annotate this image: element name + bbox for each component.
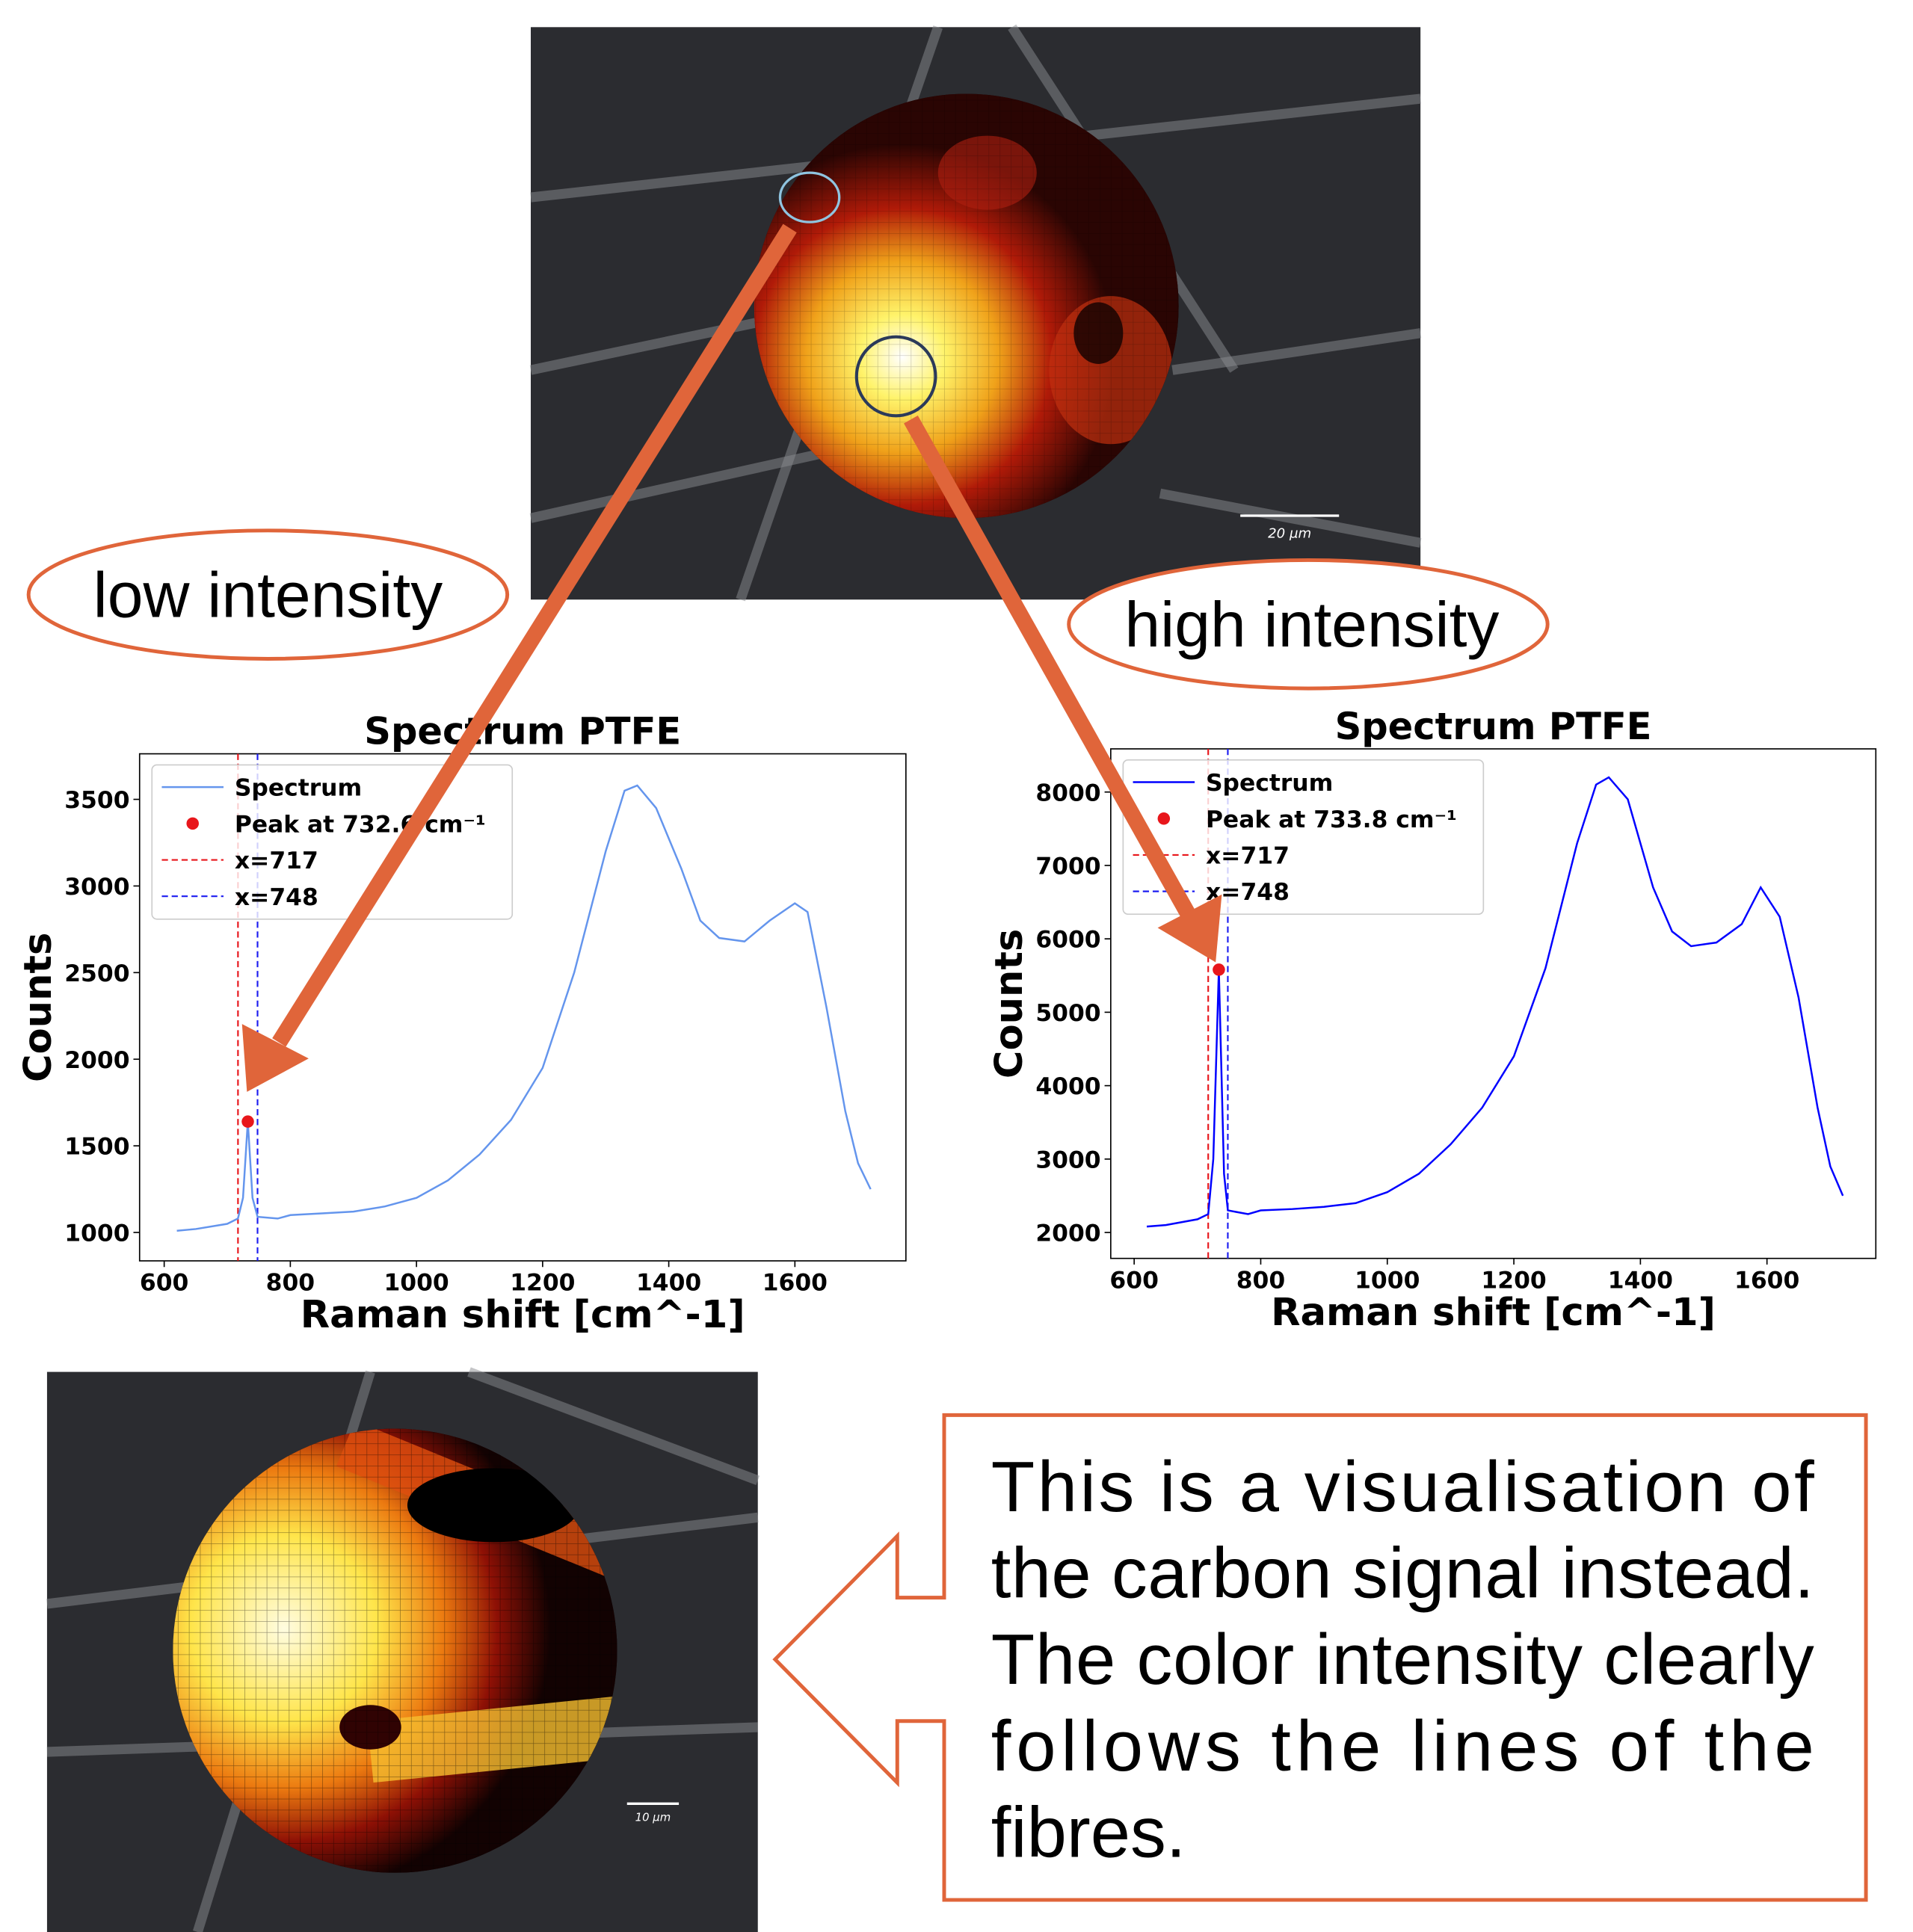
y-tick-label: 3000 bbox=[64, 874, 129, 901]
legend-swatch bbox=[186, 817, 199, 830]
spectrum-line bbox=[1146, 776, 1844, 1228]
y-tick-label: 1500 bbox=[64, 1134, 129, 1161]
callout-shape bbox=[1067, 558, 1550, 691]
legend-label: x=717 bbox=[235, 848, 318, 874]
peak-marker bbox=[1213, 963, 1225, 976]
x-tick-label: 1000 bbox=[1355, 1267, 1420, 1294]
text-line: the carbon signal instead. bbox=[991, 1534, 1814, 1614]
x-tick-label: 1200 bbox=[510, 1270, 575, 1297]
y-tick-label: 1000 bbox=[64, 1220, 129, 1247]
x-tick-label: 800 bbox=[266, 1270, 315, 1297]
x-tick-label: 1000 bbox=[383, 1270, 449, 1297]
x-axis-label: Raman shift [cm^-1] bbox=[301, 1293, 745, 1337]
top-micrograph: 20 µm bbox=[529, 24, 1422, 602]
x-tick-label: 1600 bbox=[1734, 1267, 1799, 1294]
peak-marker bbox=[241, 1115, 254, 1128]
x-tick-label: 1600 bbox=[763, 1270, 828, 1297]
x-axis-label: Raman shift [cm^-1] bbox=[1271, 1291, 1716, 1335]
callout-shape bbox=[26, 528, 510, 661]
x-tick-label: 600 bbox=[1109, 1267, 1158, 1294]
legend bbox=[1122, 759, 1485, 915]
y-axis-label: Counts bbox=[16, 933, 61, 1082]
y-tick-label: 8000 bbox=[1035, 780, 1100, 806]
y-tick-label: 2500 bbox=[64, 960, 129, 987]
y-tick-label: 7000 bbox=[1035, 854, 1100, 880]
x-tick-label: 800 bbox=[1236, 1267, 1285, 1294]
legend-label: Spectrum bbox=[235, 775, 362, 802]
y-axis-label: Counts bbox=[988, 929, 1032, 1078]
legend-label: Spectrum bbox=[1206, 770, 1333, 797]
y-tick-label: 5000 bbox=[1035, 1000, 1100, 1027]
spectrum-line bbox=[176, 784, 872, 1232]
y-tick-label: 3000 bbox=[1035, 1146, 1100, 1173]
legend-label: x=717 bbox=[1206, 842, 1290, 869]
chart-title: Spectrum PTFE bbox=[364, 709, 681, 753]
text-line: follows the lines of the bbox=[991, 1706, 1814, 1786]
callout: low intensity bbox=[93, 559, 443, 631]
legend-label: x=748 bbox=[235, 884, 318, 911]
scale-label: 10 µm bbox=[635, 1810, 671, 1824]
text-line: This is a visualisation of bbox=[991, 1447, 1814, 1527]
legend-swatch bbox=[1157, 812, 1171, 825]
chart-title: Spectrum PTFE bbox=[1335, 705, 1652, 748]
y-tick-label: 3500 bbox=[64, 787, 129, 814]
arrows bbox=[241, 223, 1222, 1092]
legend-label: Peak at 733.8 cm⁻¹ bbox=[1206, 806, 1457, 833]
bottom-micrograph: 10 µm bbox=[46, 1367, 760, 1932]
x-tick-label: 1400 bbox=[636, 1270, 701, 1297]
legend-label: Peak at 732.6 cm⁻¹ bbox=[235, 811, 486, 838]
arrow-callout bbox=[772, 1413, 1868, 1902]
y-tick-label: 2000 bbox=[1035, 1220, 1100, 1247]
scale-label: 20 µm bbox=[1268, 526, 1311, 542]
x-tick-label: 600 bbox=[140, 1270, 188, 1297]
y-tick-label: 2000 bbox=[64, 1047, 129, 1074]
x-tick-label: 1400 bbox=[1608, 1267, 1673, 1294]
x-tick-label: 1200 bbox=[1481, 1267, 1546, 1294]
text-line: fibres. bbox=[991, 1792, 1186, 1872]
y-tick-label: 6000 bbox=[1035, 927, 1100, 954]
text-line: The color intensity clearly bbox=[991, 1620, 1814, 1700]
y-tick-label: 4000 bbox=[1035, 1073, 1100, 1100]
callout: high intensity bbox=[1124, 589, 1499, 661]
